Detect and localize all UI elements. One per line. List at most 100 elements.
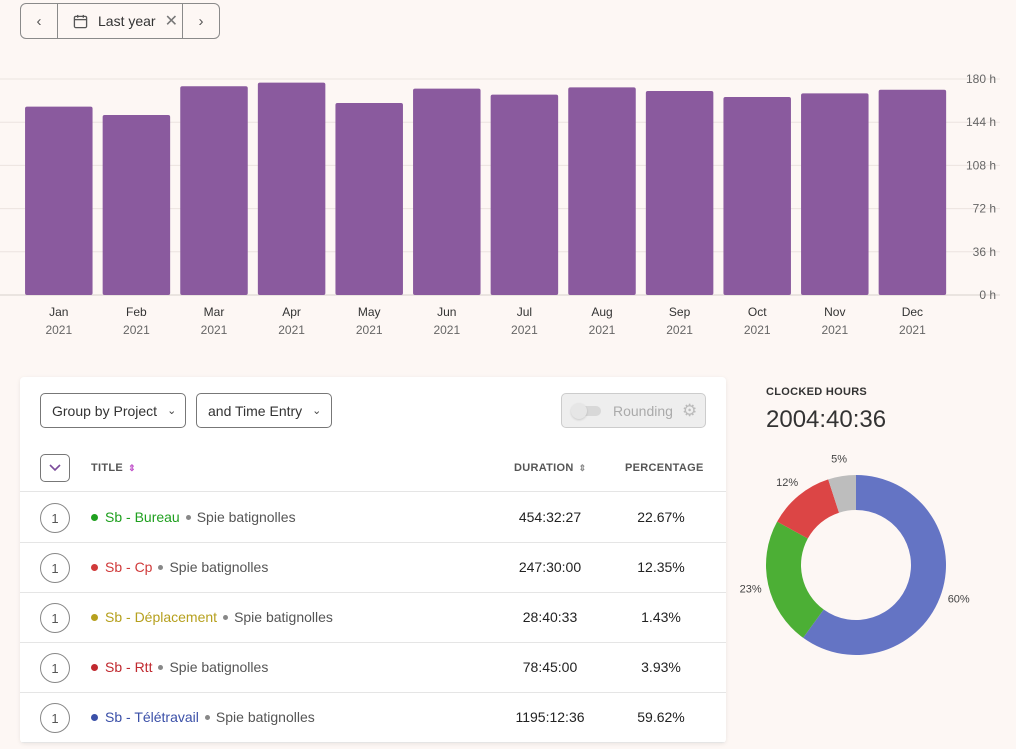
donut-slice-label: 5% [831,453,847,465]
column-header-duration[interactable]: DURATION ⇕ [514,462,586,474]
sort-icon: ⇕ [578,463,587,473]
secondary-group-label: and Time Entry [208,402,303,419]
bar[interactable] [102,115,171,295]
x-tick-label: Jan [49,305,68,319]
bar[interactable] [801,93,869,296]
donut-slice-label: 23% [740,584,762,596]
bar[interactable] [645,91,714,295]
column-header-title[interactable]: TITLE ⇕ [91,462,136,474]
project-name: Sb - Bureau [105,509,180,525]
donut-slice-label: 12% [776,477,798,489]
table-row[interactable]: 1 Sb - Télétravail Spie batignolles 1195:12… [20,693,726,743]
expand-all-button[interactable] [40,454,70,482]
y-tick-label: 108 h [966,158,996,172]
percentage-cell: 59.62% [637,709,685,725]
entry-count-badge[interactable]: 1 [40,503,70,533]
x-tick-sublabel: 2021 [821,323,848,337]
group-by-label: Group by Project [52,402,158,419]
entry-count-badge[interactable]: 1 [40,603,70,633]
date-range-picker[interactable]: Last year ✕ [57,4,183,38]
date-range-label: Last year [98,13,156,29]
x-tick-sublabel: 2021 [278,323,305,337]
chevron-down-icon: ⌄ [312,405,322,417]
bar[interactable] [568,87,636,296]
donut-slice[interactable] [828,475,856,513]
x-tick-label: Jul [517,305,532,319]
y-tick-label: 0 h [979,288,996,302]
table-row[interactable]: 1 Sb - Cp Spie batignolles 247:30:00 12.35% [20,543,726,593]
donut-slice[interactable] [777,479,840,539]
secondary-group-select[interactable]: and Time Entry ⌄ [196,393,332,428]
rounding-label: Rounding [613,402,673,419]
bar[interactable] [490,94,559,295]
x-tick-sublabel: 2021 [899,323,926,337]
x-tick-sublabel: 2021 [201,323,228,337]
bar[interactable] [413,88,481,295]
percentage-cell: 1.43% [641,609,681,625]
table-row[interactable]: 1 Sb - Déplacement Spie batignolles 28:40:3… [20,593,726,643]
x-tick-label: Sep [669,305,691,319]
sort-icon: ⇕ [128,463,136,473]
table-header: TITLE ⇕ DURATION ⇕ PERCENTAGE [20,452,726,492]
project-name: Sb - Déplacement [105,609,218,625]
client-name: Spie batignolles [234,609,333,625]
calendar-icon [73,14,88,29]
chevron-left-icon[interactable]: ‹ [36,12,42,30]
separator-dot [204,714,210,720]
bar[interactable] [257,82,326,295]
x-tick-label: Apr [282,305,301,319]
monthly-hours-bar-chart: 0 h 36 h 72 h 108 h 144 h 180 h Jan 2021 Feb 2021… [0,72,1000,337]
client-name: Spie batignolles [169,559,269,575]
row-title: Sb - Télétravail Spie batignolles [91,709,315,725]
project-color-dot [91,663,98,671]
bar[interactable] [335,103,403,295]
x-tick-sublabel: 2021 [433,323,460,337]
duration-cell: 1195:12:36 [515,709,585,725]
bar[interactable] [180,86,248,295]
y-tick-label: 180 h [966,72,996,86]
client-name: Spie batignolles [169,659,269,675]
duration-cell: 78:45:00 [522,659,578,675]
x-tick-sublabel: 2021 [589,323,616,337]
group-by-select[interactable]: Group by Project ⌄ [40,393,186,428]
project-name: Sb - Cp [105,559,153,575]
donut-slice[interactable] [766,521,824,638]
percentage-cell: 3.93% [641,659,681,675]
gear-icon[interactable]: ⚙ [681,400,698,420]
bar[interactable] [25,106,93,295]
y-tick-label: 36 h [973,245,996,259]
x-tick-sublabel: 2021 [666,323,693,337]
chevron-right-icon[interactable]: › [198,12,204,30]
x-tick-sublabel: 2021 [356,323,383,337]
separator-dot [223,614,229,620]
x-tick-label: Oct [748,305,767,319]
project-color-dot [91,613,98,621]
table-row[interactable]: 1 Sb - Bureau Spie batignolles 454:32:27 22.… [20,493,726,543]
duration-cell: 247:30:00 [518,559,582,575]
donut-slice[interactable] [803,475,946,655]
row-title: Sb - Cp Spie batignolles [91,559,268,575]
project-color-dot [91,513,98,521]
bar[interactable] [878,89,947,295]
bar[interactable] [723,97,791,295]
chevron-down-icon [49,464,61,472]
chevron-down-icon: ⌄ [167,405,177,417]
entry-count-badge[interactable]: 1 [40,703,70,733]
column-percentage-label: PERCENTAGE [625,462,704,474]
entry-count-badge[interactable]: 1 [40,653,70,683]
x-tick-sublabel: 2021 [511,323,538,337]
table-row[interactable]: 1 Sb - Rtt Spie batignolles 78:45:00 3.93% [20,643,726,693]
toggle-switch[interactable] [571,402,601,419]
project-name: Sb - Rtt [105,659,153,675]
project-color-dot [91,713,98,721]
x-tick-label: Feb [126,305,147,319]
rounding-toggle[interactable]: Rounding ⚙ [561,393,706,428]
x-tick-label: Dec [902,305,923,319]
project-name: Sb - Télétravail [105,709,199,725]
column-title-label: TITLE [91,462,124,474]
report-table-card: Group by Project ⌄ and Time Entry ⌄ Roun… [20,377,726,743]
column-duration-label: DURATION [514,462,574,474]
entry-count-badge[interactable]: 1 [40,553,70,583]
x-tick-label: Mar [204,305,225,319]
clear-icon[interactable]: ✕ [164,13,178,30]
